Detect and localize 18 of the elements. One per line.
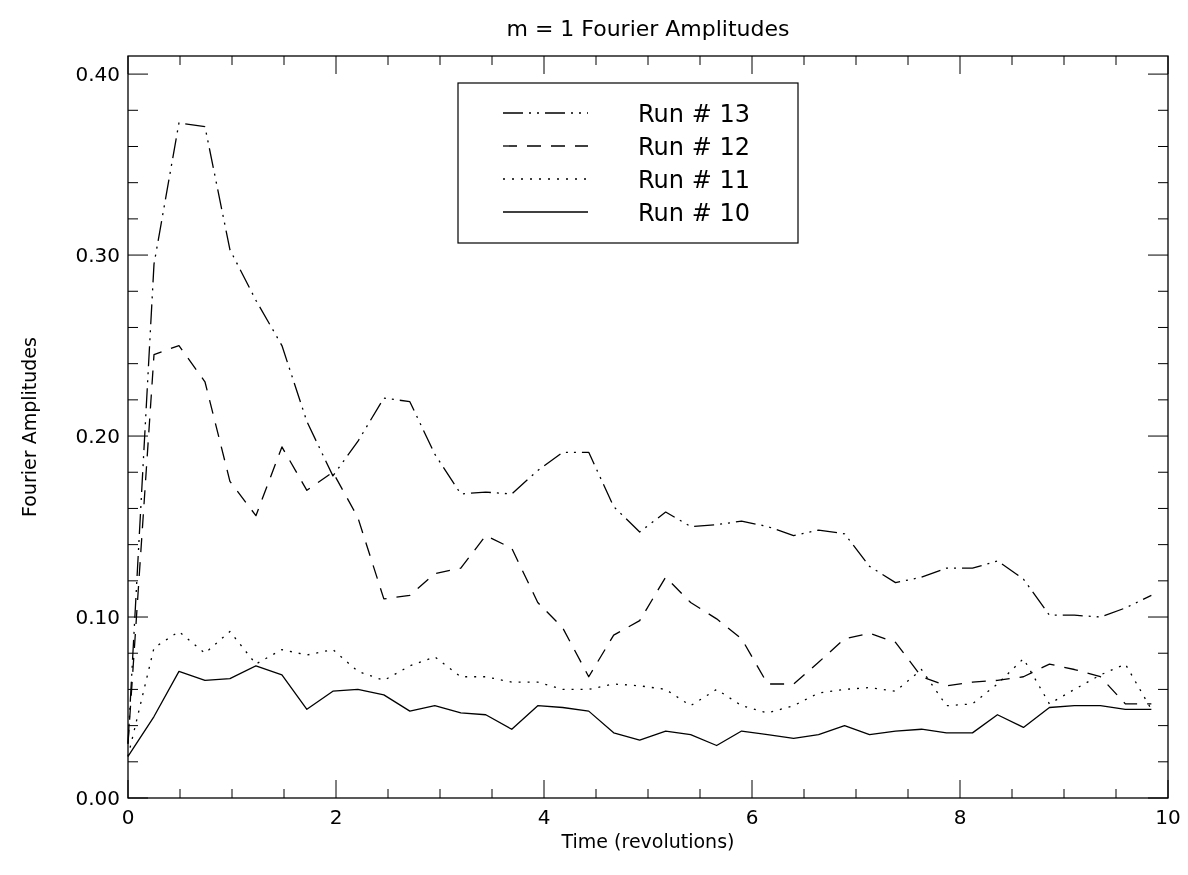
- legend-label: Run # 13: [638, 100, 750, 128]
- y-tick-label: 0.10: [75, 605, 120, 630]
- x-axis-title: Time (revolutions): [560, 830, 735, 852]
- x-tick-label: 0: [121, 805, 135, 829]
- y-tick-label: 0.30: [75, 243, 120, 268]
- x-tick-label: 8: [953, 805, 967, 829]
- x-tick-label: 10: [1155, 805, 1181, 829]
- y-tick-label: 0.00: [75, 786, 120, 810]
- x-tick-label: 2: [329, 805, 343, 829]
- x-tick-label: 6: [745, 805, 759, 829]
- legend-label: Run # 11: [638, 166, 750, 194]
- y-tick-label: 0.40: [75, 62, 120, 87]
- legend-label: Run # 12: [638, 133, 750, 161]
- legend-label: Run # 10: [638, 199, 750, 227]
- chart-title: m = 1 Fourier Amplitudes: [506, 16, 790, 41]
- x-tick-label: 4: [537, 805, 551, 829]
- y-axis-title: Fourier Amplitudes: [18, 337, 40, 517]
- y-tick-label: 0.20: [75, 424, 120, 449]
